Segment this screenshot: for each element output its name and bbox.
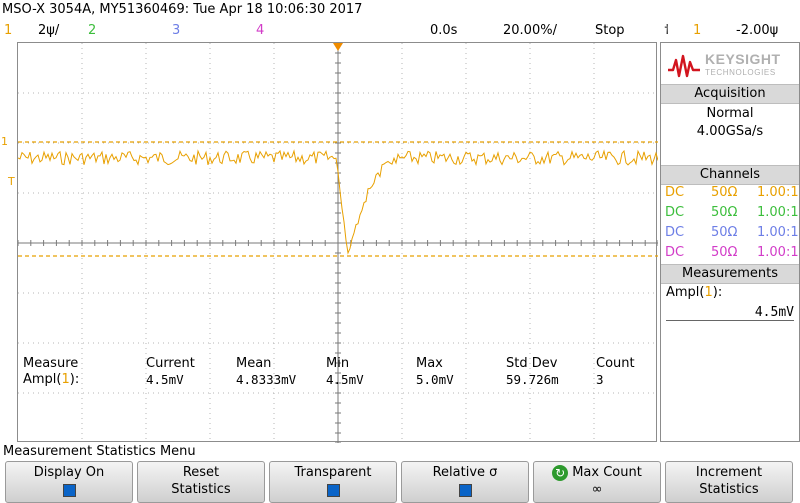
ch1-indicator[interactable]: 1: [4, 23, 13, 38]
time-position[interactable]: 0.0s: [430, 23, 458, 38]
waveform-display[interactable]: 1 T Measure Ampl(1): Current 4.5mV Mean …: [1, 42, 658, 443]
value-count: 3: [596, 372, 604, 387]
checkbox-checked-icon: [62, 484, 76, 497]
measurement-value: 4.5mV: [666, 305, 794, 321]
value-std-dev: 59.726m: [506, 372, 559, 387]
trigger-slope-icon: ⸶: [664, 23, 670, 38]
channel-row-3[interactable]: DC 50Ω 1.00:1: [665, 225, 799, 240]
transparent-softkey[interactable]: Transparent: [269, 461, 397, 503]
channel-row-2[interactable]: DC 50Ω 1.00:1: [665, 205, 799, 220]
ch3-indicator[interactable]: 3: [172, 23, 181, 38]
header-min: Min: [326, 356, 350, 371]
channel-row-1[interactable]: DC 50Ω 1.00:1: [665, 185, 799, 200]
ch1-ground-marker[interactable]: 1: [1, 135, 8, 148]
trigger-position-marker[interactable]: [333, 43, 343, 51]
measurement-statistics-table: Measure Ampl(1): Current 4.5mV Mean 4.83…: [23, 356, 653, 396]
relative-sigma-softkey[interactable]: Relative σ: [401, 461, 529, 503]
menu-title: Measurement Statistics Menu: [0, 443, 800, 461]
checkbox-checked-icon: [458, 484, 472, 497]
checkbox-checked-icon: [326, 484, 340, 497]
value-mean: 4.8333mV: [236, 372, 297, 387]
status-bar: 1 2ψ/ 2 3 4 0.0s 20.00%/ Stop ⸶ 1 -2.00ψ: [0, 20, 800, 42]
measurement-label: Ampl(1):: [666, 285, 723, 300]
ch1-scale[interactable]: 2ψ/: [38, 23, 60, 38]
keysight-wave-icon: [668, 54, 700, 78]
header-max: Max: [416, 356, 443, 371]
channel-row-4[interactable]: DC 50Ω 1.00:1: [665, 245, 799, 260]
channels-header[interactable]: Channels: [661, 165, 799, 185]
ch2-indicator[interactable]: 2: [88, 23, 97, 38]
graticule: [18, 43, 658, 443]
acquisition-header[interactable]: Acquisition: [661, 84, 799, 104]
window-title: MSO-X 3054A, MY51360469: Tue Apr 18 10:0…: [0, 0, 800, 20]
sample-rate: 4.00GSa/s: [696, 124, 764, 139]
info-sidebar: KEYSIGHT TECHNOLOGIES Acquisition Normal…: [660, 42, 800, 442]
max-count-softkey[interactable]: ↻ Max Count ∞: [533, 461, 661, 503]
ch4-indicator[interactable]: 4: [256, 23, 265, 38]
measurements-header[interactable]: Measurements: [661, 264, 799, 284]
rotate-knob-icon: ↻: [552, 464, 569, 481]
display-on-softkey[interactable]: Display On: [5, 461, 133, 503]
trigger-level-marker[interactable]: T: [8, 175, 15, 188]
header-mean: Mean: [236, 356, 272, 371]
row-label: Ampl(1):: [23, 372, 80, 387]
value-current: 4.5mV: [146, 372, 184, 387]
softkey-bar: Display On Reset Statistics Transparent …: [0, 461, 800, 503]
header-count: Count: [596, 356, 635, 371]
trigger-level[interactable]: -2.00ψ: [736, 23, 779, 38]
brand-name: KEYSIGHT: [705, 51, 781, 67]
measure-column: Measure Ampl(1):: [23, 356, 79, 388]
header-std-dev: Std Dev: [506, 356, 558, 371]
value-min: 4.5mV: [326, 372, 364, 387]
brand-sub: TECHNOLOGIES: [705, 68, 776, 77]
trigger-source[interactable]: 1: [693, 23, 702, 38]
run-state[interactable]: Stop: [595, 23, 625, 38]
ch1-waveform: [18, 149, 658, 255]
time-scale[interactable]: 20.00%/: [503, 23, 557, 38]
header-measure: Measure: [23, 356, 79, 371]
value-max: 5.0mV: [416, 372, 454, 387]
reset-statistics-softkey[interactable]: Reset Statistics: [137, 461, 265, 503]
increment-statistics-softkey[interactable]: Increment Statistics: [665, 461, 793, 503]
header-current: Current: [146, 356, 195, 371]
acquisition-mode: Normal: [706, 106, 754, 121]
keysight-logo: KEYSIGHT TECHNOLOGIES: [667, 49, 793, 83]
